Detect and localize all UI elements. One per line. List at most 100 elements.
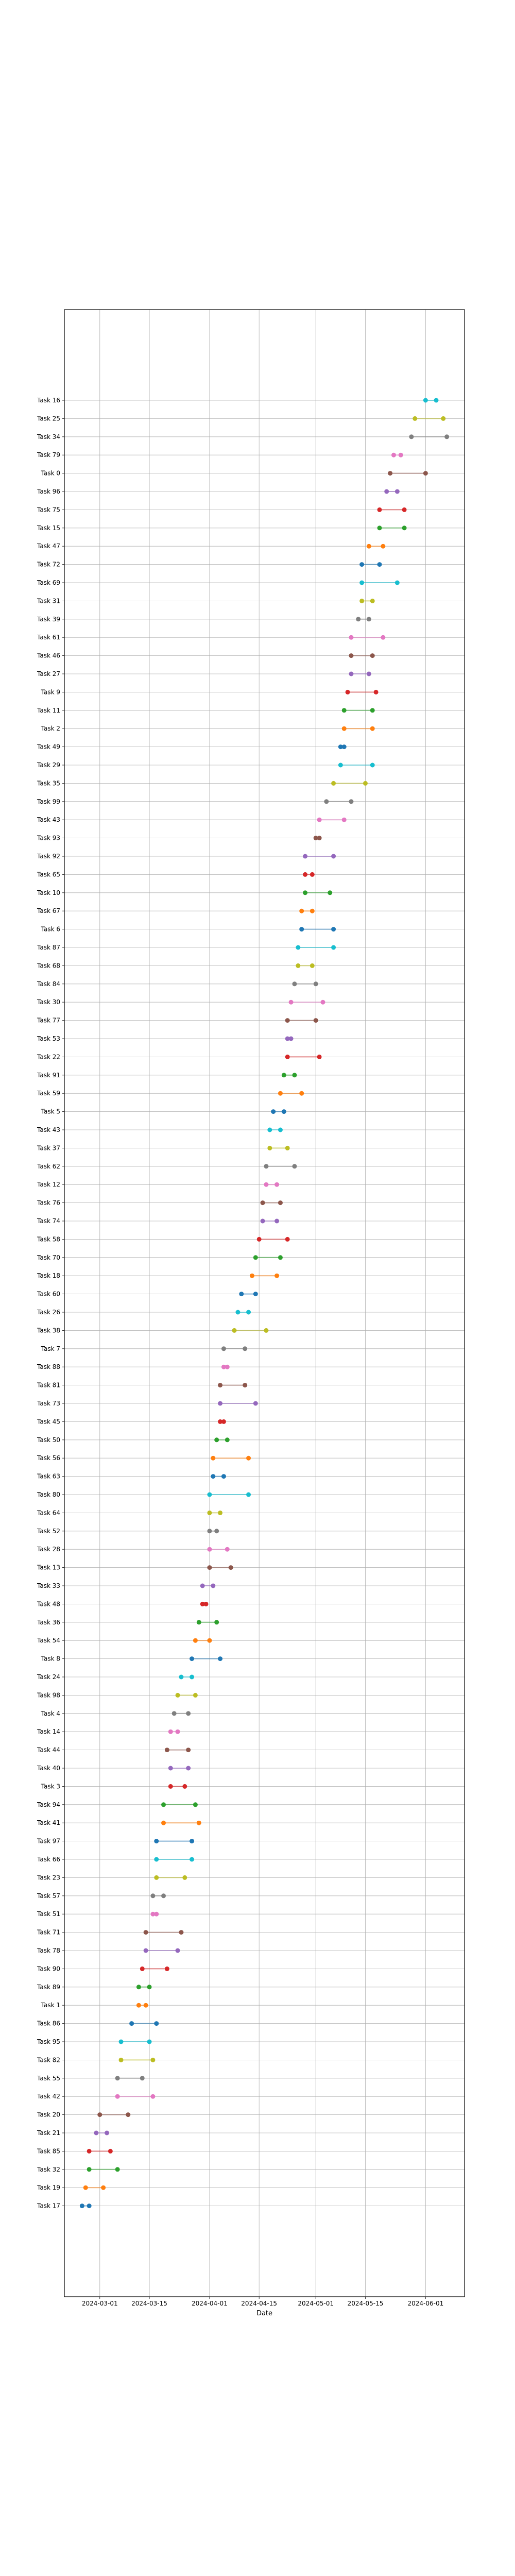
- y-tick-label: Task 73: [37, 1400, 60, 1407]
- task-start-point: [179, 1674, 184, 1680]
- task-end-point: [366, 617, 371, 622]
- task-end-point: [150, 2094, 156, 2099]
- y-tick-label: Task 29: [37, 761, 60, 769]
- x-tick-label: 2024-05-15: [348, 2300, 384, 2307]
- y-tick-label: Task 75: [37, 506, 60, 513]
- y-tick-label: Task 64: [37, 1509, 60, 1516]
- task-start-point: [140, 1966, 145, 1971]
- task-end-point: [108, 2148, 113, 2154]
- y-tick-label: Task 17: [37, 2202, 60, 2210]
- y-tick-label: Task 20: [37, 2111, 60, 2119]
- y-tick-label: Task 52: [37, 1528, 60, 1535]
- task-start-point: [296, 963, 301, 968]
- task-end-point: [366, 671, 371, 676]
- task-start-point: [115, 2076, 120, 2081]
- y-tick-label: Task 56: [37, 1454, 60, 1462]
- task-start-point: [359, 580, 365, 585]
- task-end-point: [274, 1218, 280, 1224]
- task-end-point: [207, 1638, 212, 1643]
- task-start-point: [356, 617, 361, 622]
- y-tick-label: Task 74: [37, 1217, 60, 1225]
- task-start-point: [79, 2204, 84, 2209]
- task-end-point: [253, 1292, 258, 1297]
- task-start-point: [249, 1273, 254, 1278]
- y-tick-label: Task 44: [37, 1747, 60, 1754]
- y-tick-label: Task 61: [37, 634, 60, 641]
- task-end-point: [394, 580, 400, 585]
- task-end-point: [370, 598, 375, 603]
- task-end-point: [105, 2130, 110, 2136]
- task-start-point: [409, 434, 414, 439]
- task-start-point: [413, 416, 418, 421]
- task-end-point: [225, 1437, 230, 1443]
- task-end-point: [196, 1820, 201, 1825]
- y-tick-label: Task 47: [37, 543, 60, 550]
- task-start-point: [341, 726, 347, 731]
- y-tick-label: Task 98: [37, 1691, 60, 1699]
- task-start-point: [129, 2021, 134, 2026]
- y-tick-label: Task 46: [37, 652, 60, 659]
- task-start-point: [161, 1820, 166, 1825]
- y-tick-label: Task 13: [37, 1564, 60, 1571]
- task-start-point: [164, 1748, 169, 1753]
- task-start-point: [143, 1930, 148, 1935]
- task-start-point: [299, 908, 304, 913]
- task-end-point: [363, 781, 368, 786]
- x-axis: 2024-03-01 2024-03-15 2024-04-01 2024-04-15…: [82, 2297, 443, 2307]
- task-start-point: [377, 526, 382, 531]
- y-tick-label: Task 77: [37, 1017, 60, 1024]
- task-end-point: [246, 1310, 251, 1315]
- task-end-point: [320, 999, 325, 1005]
- task-end-point: [87, 2204, 92, 2209]
- y-tick-label: Task 82: [37, 2056, 60, 2063]
- task-end-point: [288, 1036, 294, 1041]
- task-end-point: [214, 1620, 219, 1625]
- task-end-point: [331, 854, 336, 859]
- y-tick-label: Task 4: [41, 1710, 60, 1717]
- task-end-point: [370, 762, 375, 768]
- task-start-point: [292, 981, 297, 987]
- task-end-point: [373, 689, 379, 694]
- y-tick-label: Task 68: [37, 962, 60, 969]
- x-gridlines: [99, 310, 426, 2297]
- task-start-point: [303, 854, 308, 859]
- y-tick-label: Task 28: [37, 1546, 60, 1553]
- y-tick-label: Task 48: [37, 1600, 60, 1607]
- task-end-point: [203, 1601, 209, 1606]
- x-tick-label: 2024-03-01: [82, 2300, 118, 2307]
- y-axis: Task 16 Task 25 Task 34 Task 79 Task 0 Task 9…: [37, 397, 64, 2210]
- task-end-point: [310, 963, 315, 968]
- task-start-point: [288, 999, 294, 1005]
- task-end-point: [190, 1674, 195, 1680]
- task-end-point: [154, 1911, 159, 1917]
- y-tick-label: Task 78: [37, 1947, 60, 1954]
- y-tick-label: Task 21: [37, 2129, 60, 2137]
- task-end-point: [243, 1346, 248, 1351]
- task-end-point: [328, 890, 333, 895]
- y-tick-label: Task 57: [37, 1892, 60, 1900]
- task-start-point: [278, 1091, 283, 1096]
- task-end-point: [182, 1875, 187, 1880]
- y-tick-label: Task 60: [37, 1291, 60, 1298]
- task-end-point: [186, 1748, 191, 1753]
- task-start-point: [285, 1036, 290, 1041]
- y-tick-label: Task 63: [37, 1473, 60, 1480]
- y-tick-label: Task 80: [37, 1491, 60, 1498]
- task-start-point: [338, 744, 343, 750]
- task-start-point: [359, 598, 365, 603]
- task-end-point: [126, 2112, 131, 2117]
- task-start-point: [345, 689, 350, 694]
- y-tick-label: Task 5: [41, 1108, 60, 1115]
- task-start-point: [235, 1310, 241, 1315]
- x-tick-label: 2024-05-01: [298, 2300, 334, 2307]
- task-start-point: [331, 781, 336, 786]
- task-start-point: [196, 1620, 201, 1625]
- task-end-point: [179, 1930, 184, 1935]
- plot-area: [64, 310, 465, 2297]
- task-start-point: [264, 1182, 269, 1187]
- y-gridlines: [64, 400, 465, 2207]
- y-tick-label: Task 9: [41, 688, 60, 696]
- task-end-point: [147, 2039, 152, 2044]
- task-start-point: [256, 1236, 262, 1242]
- y-tick-label: Task 58: [37, 1235, 60, 1243]
